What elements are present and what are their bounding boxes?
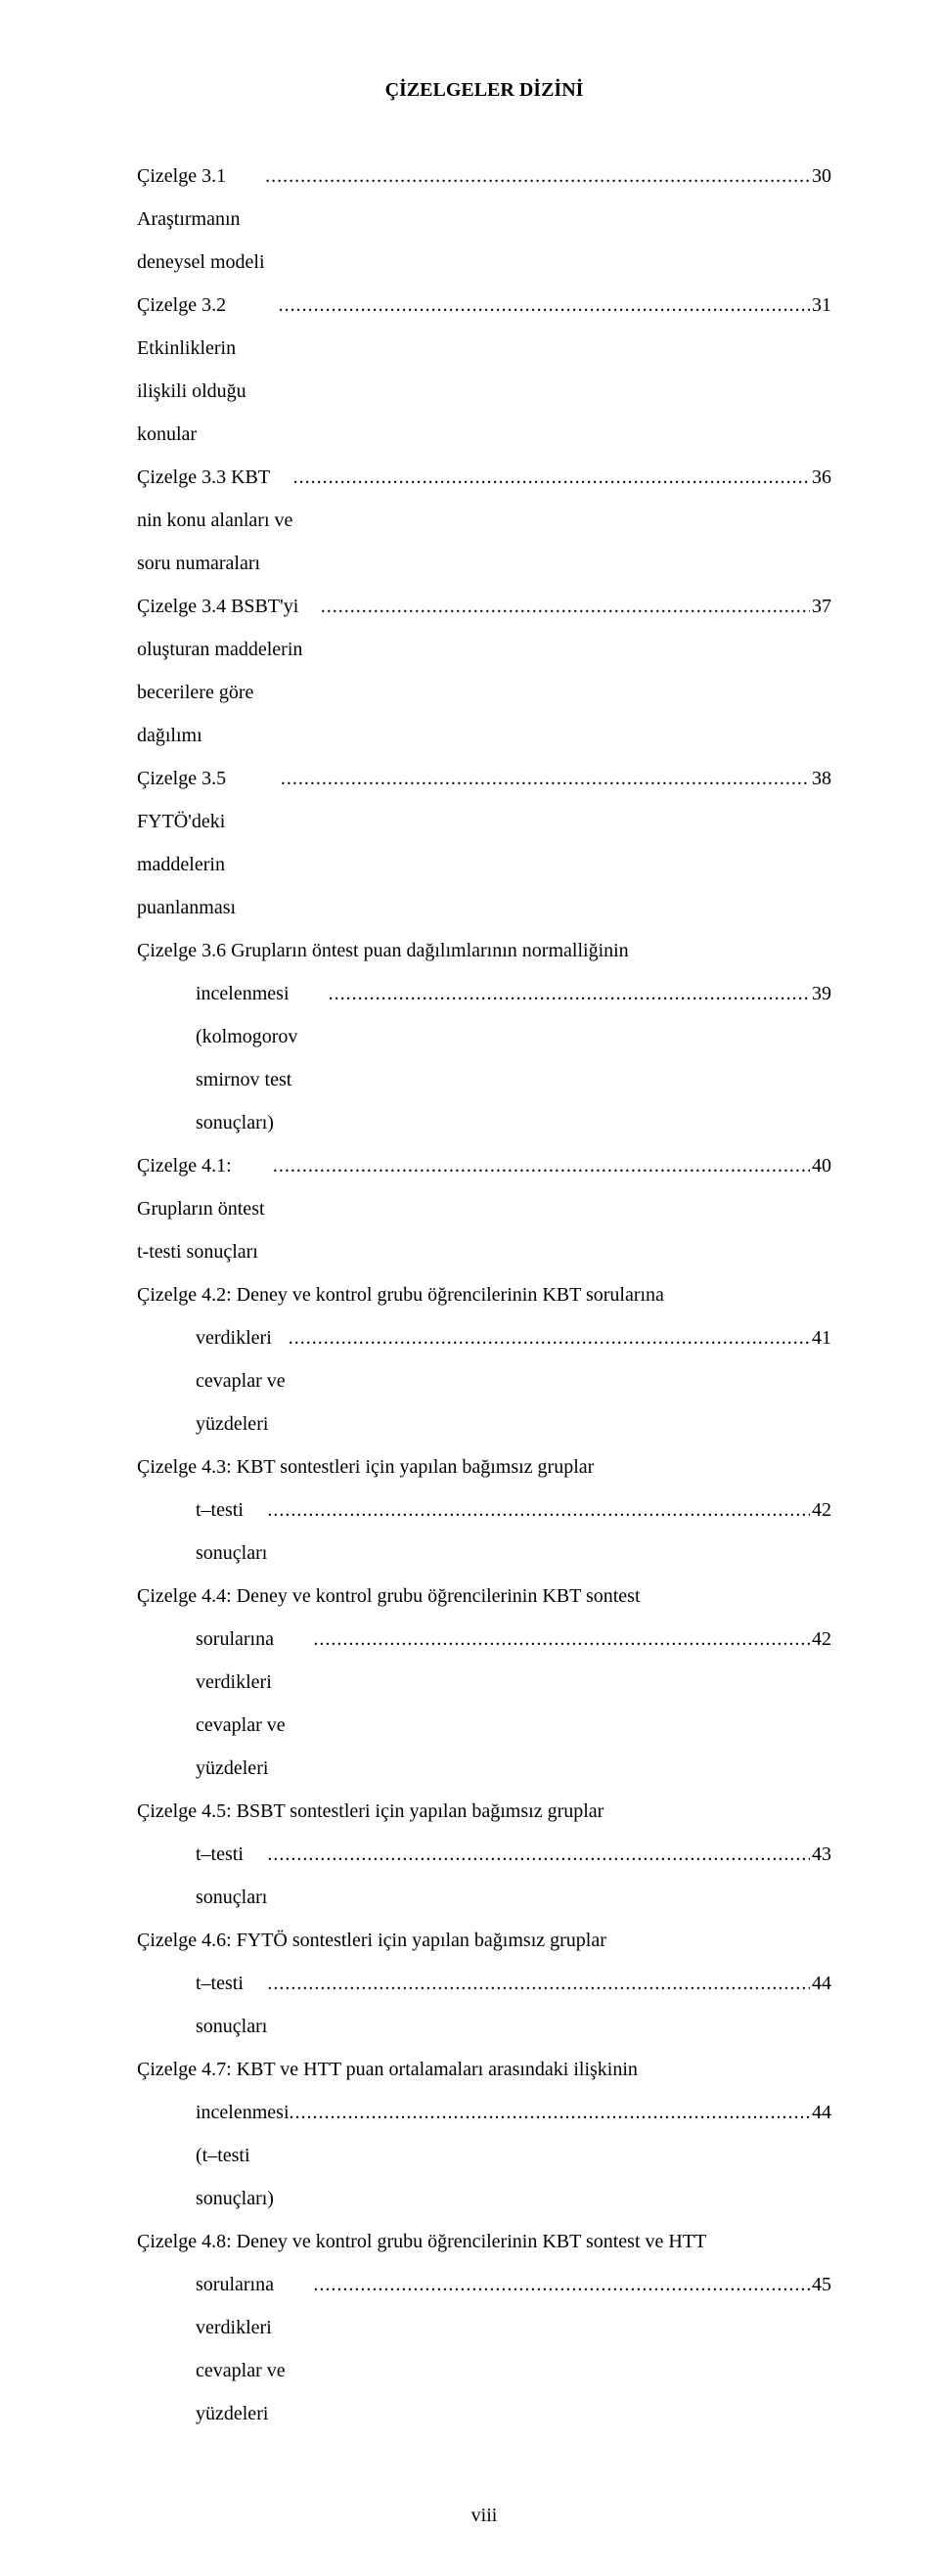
toc-leader-dots: ........................................…	[329, 972, 810, 1015]
toc-entry-page: 38	[810, 757, 831, 800]
toc-entry-text: t–testi sonuçları	[137, 1833, 267, 1919]
toc-entry-page: 31	[810, 284, 831, 327]
toc-entry: t–testi sonuçları.......................…	[137, 1488, 831, 1575]
toc-leader-dots: ........................................…	[279, 284, 810, 327]
toc-entry-page: 39	[810, 972, 831, 1015]
toc-entry-text: t–testi sonuçları	[137, 1962, 267, 2048]
page-number: viii	[137, 2494, 831, 2537]
toc-entry-page: 41	[810, 1316, 831, 1359]
toc-entry-page: 40	[810, 1144, 831, 1187]
toc-entry: sorularına verdikleri cevaplar ve yüzdel…	[137, 1618, 831, 1790]
toc-entry-page: 42	[810, 1488, 831, 1532]
toc-entry-text: Çizelge 4.1: Grupların öntest t-testi so…	[137, 1144, 273, 1273]
toc-entry-page: 44	[810, 1962, 831, 2005]
toc-leader-dots: ........................................…	[313, 2263, 810, 2306]
toc-entry-page: 44	[810, 2091, 831, 2134]
toc-entry-page: 43	[810, 1833, 831, 1876]
toc-entry-text: t–testi sonuçları	[137, 1488, 267, 1575]
toc-entry-text: Çizelge 3.1 Araştırmanın deneysel modeli	[137, 155, 265, 284]
toc-entry-page: 30	[810, 155, 831, 198]
toc-entry: incelenmesi (kolmogorov smirnov test son…	[137, 972, 831, 1144]
toc-leader-dots: ........................................…	[289, 1316, 810, 1359]
toc-entry-text: incelenmesi (kolmogorov smirnov test son…	[137, 972, 329, 1144]
toc-entry: Çizelge 4.5: BSBT sontestleri için yapıl…	[137, 1790, 831, 1833]
toc-entry: Çizelge 4.8: Deney ve kontrol grubu öğre…	[137, 2220, 831, 2263]
toc-entry-text: Çizelge 3.4 BSBT'yi oluşturan maddelerin…	[137, 585, 321, 757]
toc-entry-text: Çizelge 4.5: BSBT sontestleri için yapıl…	[137, 1790, 604, 1833]
toc-leader-dots: ........................................…	[290, 2091, 810, 2134]
toc-entry: incelenmesi (t–testi sonuçları).........…	[137, 2091, 831, 2220]
toc-entry: Çizelge 4.3: KBT sontestleri için yapıla…	[137, 1445, 831, 1488]
toc-entry: Çizelge 3.5 FYTÖ'deki maddelerin puanlan…	[137, 757, 831, 929]
toc-entry-page: 37	[810, 585, 831, 628]
toc-entry: Çizelge 4.1: Grupların öntest t-testi so…	[137, 1144, 831, 1273]
toc-entry-text: Çizelge 3.5 FYTÖ'deki maddelerin puanlan…	[137, 757, 281, 929]
toc-entry: Çizelge 4.4: Deney ve kontrol grubu öğre…	[137, 1575, 831, 1618]
toc-entry: t–testi sonuçları.......................…	[137, 1962, 831, 2048]
toc-leader-dots: ........................................…	[265, 155, 810, 198]
toc-entry: Çizelge 3.6 Grupların öntest puan dağılı…	[137, 929, 831, 972]
toc-entry-text: Çizelge 4.4: Deney ve kontrol grubu öğre…	[137, 1575, 641, 1618]
toc-entry-text: Çizelge 4.8: Deney ve kontrol grubu öğre…	[137, 2220, 706, 2263]
toc-entry-text: Çizelge 4.6: FYTÖ sontestleri için yapıl…	[137, 1919, 606, 1962]
toc-leader-dots: ........................................…	[313, 1618, 810, 1661]
toc-list: Çizelge 3.1 Araştırmanın deneysel modeli…	[137, 155, 831, 2435]
toc-entry-text: sorularına verdikleri cevaplar ve yüzdel…	[137, 1618, 313, 1790]
toc-entry: Çizelge 4.2: Deney ve kontrol grubu öğre…	[137, 1273, 831, 1316]
toc-leader-dots: ........................................…	[273, 1144, 810, 1187]
toc-entry: t–testi sonuçları.......................…	[137, 1833, 831, 1919]
toc-leader-dots: ........................................…	[267, 1488, 810, 1532]
toc-entry-text: Çizelge 4.2: Deney ve kontrol grubu öğre…	[137, 1273, 664, 1316]
toc-entry-text: sorularına verdikleri cevaplar ve yüzdel…	[137, 2263, 313, 2435]
toc-entry-text: verdikleri cevaplar ve yüzdeleri	[137, 1316, 289, 1445]
toc-entry-text: Çizelge 4.3: KBT sontestleri için yapıla…	[137, 1445, 594, 1488]
toc-leader-dots: ........................................…	[267, 1833, 810, 1876]
toc-entry-text: Çizelge 3.6 Grupların öntest puan dağılı…	[137, 929, 629, 972]
toc-entry: Çizelge 3.2 Etkinliklerin ilişkili olduğ…	[137, 284, 831, 456]
toc-leader-dots: ........................................…	[267, 1962, 810, 2005]
page-title: ÇİZELGELER DİZİNİ	[137, 68, 831, 111]
toc-entry: Çizelge 3.4 BSBT'yi oluşturan maddelerin…	[137, 585, 831, 757]
toc-entry-page: 45	[810, 2263, 831, 2306]
toc-entry: sorularına verdikleri cevaplar ve yüzdel…	[137, 2263, 831, 2435]
toc-leader-dots: ........................................…	[281, 757, 810, 800]
toc-entry: verdikleri cevaplar ve yüzdeleri........…	[137, 1316, 831, 1445]
toc-entry: Çizelge 4.6: FYTÖ sontestleri için yapıl…	[137, 1919, 831, 1962]
toc-entry-text: Çizelge 3.2 Etkinliklerin ilişkili olduğ…	[137, 284, 279, 456]
toc-entry: Çizelge 3.3 KBT nin konu alanları ve sor…	[137, 456, 831, 585]
toc-entry: Çizelge 4.7: KBT ve HTT puan ortalamalar…	[137, 2048, 831, 2091]
toc-entry-page: 42	[810, 1618, 831, 1661]
toc-leader-dots: ........................................…	[321, 585, 810, 628]
toc-entry-text: incelenmesi (t–testi sonuçları)	[137, 2091, 290, 2220]
toc-leader-dots: ........................................…	[293, 456, 810, 499]
toc-entry: Çizelge 3.1 Araştırmanın deneysel modeli…	[137, 155, 831, 284]
toc-entry-page: 36	[810, 456, 831, 499]
toc-entry-text: Çizelge 3.3 KBT nin konu alanları ve sor…	[137, 456, 293, 585]
toc-entry-text: Çizelge 4.7: KBT ve HTT puan ortalamalar…	[137, 2048, 638, 2091]
